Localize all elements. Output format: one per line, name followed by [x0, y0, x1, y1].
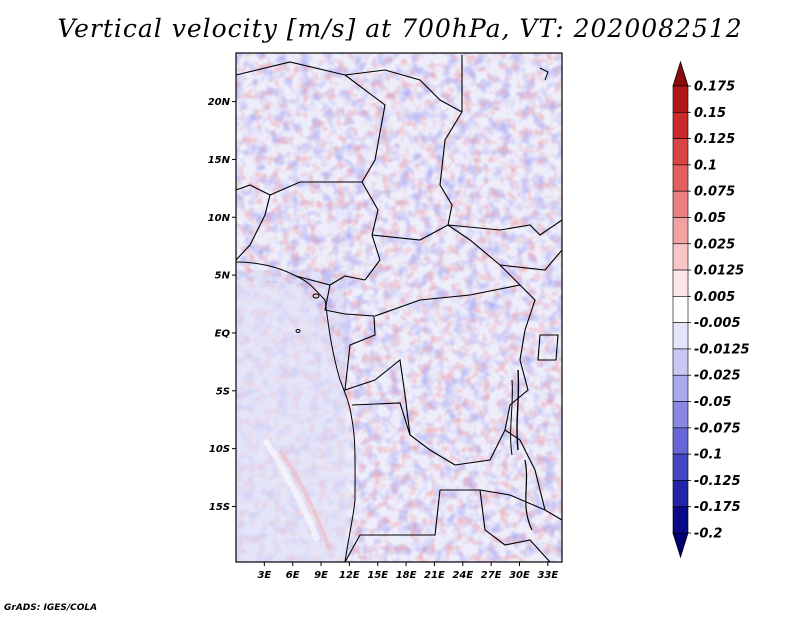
coastlines: [235, 67, 549, 563]
latitude-axis: 20N 15N 10N 5N EQ 5S 10S 15S: [208, 97, 236, 513]
colorbar-box: [672, 85, 689, 113]
lon-tick-label: 6E: [286, 570, 300, 581]
colorbar-box: [672, 453, 689, 481]
colorbar-label: -0.025: [694, 369, 741, 384]
colorbar-label: 0.0125: [694, 264, 744, 279]
colorbar-label: -0.075: [694, 421, 741, 436]
colorbar: 0.175 0.15 0.125 0.1 0.075 0.05 0.025 0.0125 0.0…: [672, 60, 750, 559]
lat-tick-label: 10N: [208, 213, 231, 224]
colorbar-label: 0.175: [694, 80, 735, 95]
colorbar-box: [672, 401, 689, 429]
lon-tick-label: 12E: [339, 570, 360, 581]
colorbar-label: 0.15: [694, 106, 726, 121]
lon-tick-label: 18E: [396, 570, 417, 581]
colorbar-box: [672, 164, 689, 192]
colorbar-bottom-arrow: [672, 532, 689, 559]
colorbar-box: [672, 348, 689, 376]
colorbar-label: -0.005: [694, 316, 741, 331]
colorbar-label: 0.075: [694, 185, 735, 200]
lon-tick-label: 3E: [257, 570, 271, 581]
lat-tick-label: EQ: [215, 328, 231, 339]
colorbar-label: -0.05: [694, 395, 731, 410]
colorbar-box: [672, 374, 689, 402]
map-title: Vertical velocity [m/s] at 700hPa, VT: 2…: [57, 14, 743, 43]
lon-tick-label: 33E: [537, 570, 558, 581]
map-frame: [235, 52, 563, 563]
lon-tick-label: 15E: [367, 570, 388, 581]
colorbar-label: -0.125: [694, 474, 741, 489]
lat-tick-label: 15N: [208, 155, 231, 166]
colorbar-box: [672, 111, 689, 139]
colorbar-box: [672, 322, 689, 350]
colorbar-label: -0.2: [694, 527, 722, 542]
colorbar-box: [672, 427, 689, 455]
colorbar-label: -0.0125: [694, 342, 750, 357]
colorbar-box: [672, 269, 689, 297]
lat-tick-label: 15S: [209, 502, 230, 513]
colorbar-box: [672, 506, 689, 534]
colorbar-label: -0.1: [694, 448, 722, 463]
colorbar-top-arrow: [672, 60, 689, 87]
colorbar-box: [672, 296, 689, 323]
grads-credit: GrADS: IGES/COLA: [4, 603, 98, 613]
colorbar-box: [672, 138, 689, 166]
lat-tick-label: 20N: [208, 97, 231, 108]
lat-tick-label: 5S: [216, 386, 230, 397]
lon-tick-label: 24E: [452, 570, 473, 581]
colorbar-label: 0.005: [694, 290, 735, 305]
colorbar-label: -0.175: [694, 500, 741, 515]
colorbar-box: [672, 480, 689, 508]
lat-tick-label: 5N: [215, 271, 231, 282]
colorbar-label: 0.1: [694, 158, 717, 173]
colorbar-label: 0.05: [694, 211, 726, 226]
lon-tick-label: 9E: [314, 570, 328, 581]
country-borders: [235, 55, 563, 563]
lon-tick-label: 30E: [509, 570, 530, 581]
colorbar-label: 0.025: [694, 237, 735, 252]
lon-tick-label: 27E: [481, 570, 502, 581]
lat-tick-label: 10S: [209, 444, 230, 455]
colorbar-label: 0.125: [694, 132, 735, 147]
colorbar-box: [672, 243, 689, 271]
longitude-axis: 3E 6E 9E 12E 15E 18E 21E 24E 27E 30E 33E: [257, 562, 558, 581]
colorbar-box: [672, 217, 689, 245]
colorbar-box: [672, 190, 689, 218]
lon-tick-label: 21E: [424, 570, 445, 581]
